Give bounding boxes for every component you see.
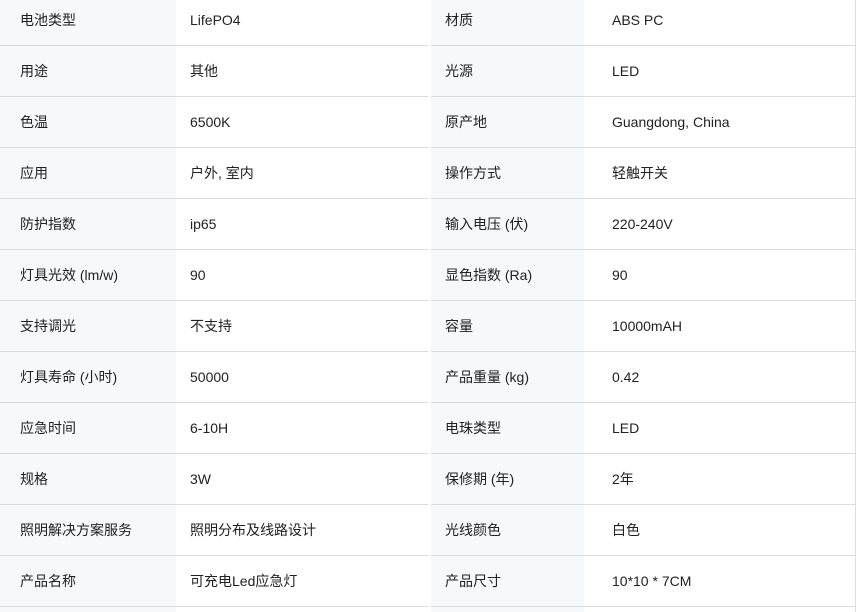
spec-label: 保修期 (年) bbox=[431, 454, 584, 504]
spec-row: 电珠类型 LED bbox=[431, 403, 855, 454]
spec-row: 灯具光效 (lm/w) 90 bbox=[0, 250, 428, 301]
spec-value: 3W bbox=[190, 471, 211, 487]
spec-row: 显色指数 (Ra) 90 bbox=[431, 250, 855, 301]
spec-row: 支持调光 不支持 bbox=[0, 301, 428, 352]
spec-label: 操作方式 bbox=[431, 148, 584, 198]
spec-value: 50000 bbox=[190, 369, 229, 385]
spec-row: 规格 3W bbox=[0, 454, 428, 505]
spec-label bbox=[431, 607, 584, 612]
spec-value: 可充电Led应急灯 bbox=[190, 573, 298, 589]
spec-label: 灯具光效 (lm/w) bbox=[0, 250, 176, 300]
spec-value: 2年 bbox=[612, 471, 634, 487]
spec-label: 显色指数 (Ra) bbox=[431, 250, 584, 300]
spec-value: 6-10H bbox=[190, 420, 229, 436]
spec-label: 产品重量 (kg) bbox=[431, 352, 584, 402]
spec-row: 容量 10000mAH bbox=[431, 301, 855, 352]
spec-value: 10*10 * 7CM bbox=[612, 573, 692, 589]
spec-row: 应用 户外, 室内 bbox=[0, 148, 428, 199]
spec-value: 轻触开关 bbox=[612, 165, 668, 181]
spec-value: 6500K bbox=[190, 114, 231, 130]
spec-table-right-half: 材质 ABS PC 光源 LED 原产地 Guangdong, China 操作方式 轻触开关… bbox=[431, 0, 856, 612]
spec-value: ip65 bbox=[190, 216, 217, 232]
spec-value: ABS PC bbox=[612, 12, 664, 28]
spec-label: 原产地 bbox=[431, 97, 584, 147]
spec-label: 材质 bbox=[431, 0, 584, 45]
spec-row: 用途 其他 bbox=[0, 46, 428, 97]
spec-row: 光源 LED bbox=[431, 46, 855, 97]
spec-label: 色温 bbox=[0, 97, 176, 147]
spec-row: 产品尺寸 10*10 * 7CM bbox=[431, 556, 855, 607]
spec-value: 照明分布及线路设计 bbox=[190, 522, 316, 538]
spec-value: 90 bbox=[190, 267, 206, 283]
spec-value bbox=[176, 607, 428, 612]
spec-value: LifePO4 bbox=[190, 12, 241, 28]
spec-label: 电珠类型 bbox=[431, 403, 584, 453]
spec-label: 产品名称 bbox=[0, 556, 176, 606]
spec-value: 白色 bbox=[612, 522, 640, 538]
spec-label: 光线颜色 bbox=[431, 505, 584, 555]
spec-value: 10000mAH bbox=[612, 318, 683, 334]
spec-row: 应急时间 6-10H bbox=[0, 403, 428, 454]
spec-label: 灯具寿命 (小时) bbox=[0, 352, 176, 402]
spec-value: 0.42 bbox=[612, 369, 640, 385]
spec-row: 光线颜色 白色 bbox=[431, 505, 855, 556]
spec-row: 产品重量 (kg) 0.42 bbox=[431, 352, 855, 403]
spec-label: 容量 bbox=[431, 301, 584, 351]
spec-label bbox=[0, 607, 176, 612]
spec-value: 90 bbox=[612, 267, 628, 283]
spec-label: 防护指数 bbox=[0, 199, 176, 249]
spec-label: 支持调光 bbox=[0, 301, 176, 351]
spec-label: 光源 bbox=[431, 46, 584, 96]
spec-value bbox=[584, 607, 855, 612]
spec-value: 220-240V bbox=[612, 216, 673, 232]
spec-row: 操作方式 轻触开关 bbox=[431, 148, 855, 199]
spec-row: 材质 ABS PC bbox=[431, 0, 855, 46]
spec-table-left-half: 电池类型 LifePO4 用途 其他 色温 6500K 应用 户外, 室内 防护指数 ip65 灯具… bbox=[0, 0, 428, 612]
spec-label: 规格 bbox=[0, 454, 176, 504]
spec-row bbox=[0, 607, 428, 612]
spec-row: 保修期 (年) 2年 bbox=[431, 454, 855, 505]
spec-value: 不支持 bbox=[190, 318, 232, 334]
spec-value: Guangdong, China bbox=[612, 114, 730, 130]
spec-label: 应急时间 bbox=[0, 403, 176, 453]
spec-row: 产品名称 可充电Led应急灯 bbox=[0, 556, 428, 607]
spec-row: 色温 6500K bbox=[0, 97, 428, 148]
spec-row: 输入电压 (伏) 220-240V bbox=[431, 199, 855, 250]
spec-label: 应用 bbox=[0, 148, 176, 198]
spec-label: 产品尺寸 bbox=[431, 556, 584, 606]
spec-row: 电池类型 LifePO4 bbox=[0, 0, 428, 46]
spec-row bbox=[431, 607, 855, 612]
spec-value: 户外, 室内 bbox=[190, 165, 254, 181]
spec-row: 照明解决方案服务 照明分布及线路设计 bbox=[0, 505, 428, 556]
spec-label: 电池类型 bbox=[0, 0, 176, 45]
spec-row: 防护指数 ip65 bbox=[0, 199, 428, 250]
spec-label: 用途 bbox=[0, 46, 176, 96]
spec-label: 照明解决方案服务 bbox=[0, 505, 176, 555]
spec-label: 输入电压 (伏) bbox=[431, 199, 584, 249]
spec-value: LED bbox=[612, 63, 640, 79]
spec-value: 其他 bbox=[190, 63, 218, 79]
spec-value: LED bbox=[612, 420, 640, 436]
spec-row: 原产地 Guangdong, China bbox=[431, 97, 855, 148]
spec-row: 灯具寿命 (小时) 50000 bbox=[0, 352, 428, 403]
